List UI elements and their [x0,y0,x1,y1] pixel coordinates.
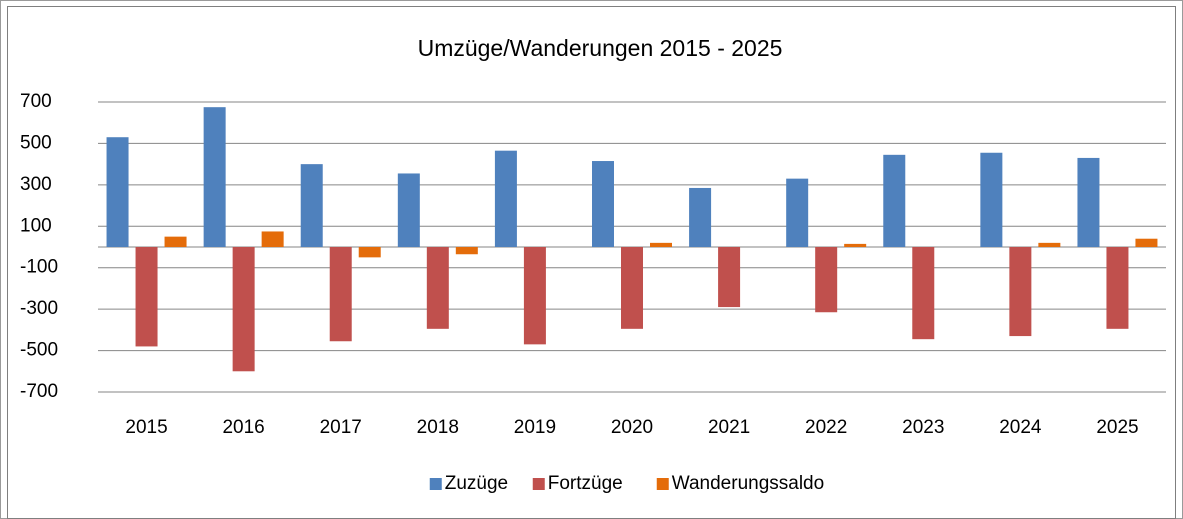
bar [621,247,643,329]
y-tick-label: -100 [20,257,58,278]
bar [883,154,906,247]
bar [329,247,352,342]
y-tick-label: 100 [20,215,52,236]
x-tick-label: 2015 [125,417,167,438]
legend-swatch [429,478,442,490]
chart-title: Umzüge/Wanderungen 2015 - 2025 [418,35,783,61]
x-tick-label: 2024 [999,417,1042,438]
bar [844,243,867,247]
chart-frame [7,6,1176,519]
y-tick-label: 700 [20,91,52,112]
y-tick-label: -700 [20,381,58,402]
x-tick-label: 2025 [1096,417,1138,438]
x-tick-label: 2021 [708,417,750,438]
x-tick-label: 2023 [902,417,944,438]
bar [1077,157,1100,247]
bar [718,247,741,308]
bar [232,247,255,372]
x-tick-label: 2018 [417,417,459,438]
bar [164,236,187,247]
x-tick-label: 2019 [514,417,556,438]
legend-label: Zuzüge [445,473,508,494]
bar [980,152,1003,247]
y-tick-label: -500 [20,340,58,361]
bar [689,187,712,247]
legend-label: Fortzüge [548,473,623,494]
bar [397,173,420,247]
bar [912,247,935,340]
bar [786,178,809,247]
x-tick-label: 2022 [805,417,847,438]
bar [358,247,381,258]
bar [455,247,478,255]
legend-swatch [532,478,545,490]
bar [523,247,546,345]
y-tick-label: 300 [20,174,52,195]
x-tick-label: 2020 [611,417,653,438]
x-tick-label: 2016 [222,417,264,438]
bar [203,107,226,247]
bar [592,161,614,247]
bar [1009,247,1032,337]
bar [135,247,158,347]
bar [106,137,129,247]
bar [494,150,517,247]
legend-swatch [656,478,669,490]
bar [1038,242,1061,247]
y-tick-label: -300 [20,298,58,319]
x-tick-label: 2017 [320,417,362,438]
bar [426,247,449,329]
bar [815,247,838,313]
bar [300,164,323,247]
bar [261,231,284,247]
bar [650,242,672,247]
legend-label: Wanderungssaldo [672,473,824,494]
bar [1106,247,1129,329]
bar [1135,238,1158,247]
y-tick-label: 500 [20,132,52,153]
